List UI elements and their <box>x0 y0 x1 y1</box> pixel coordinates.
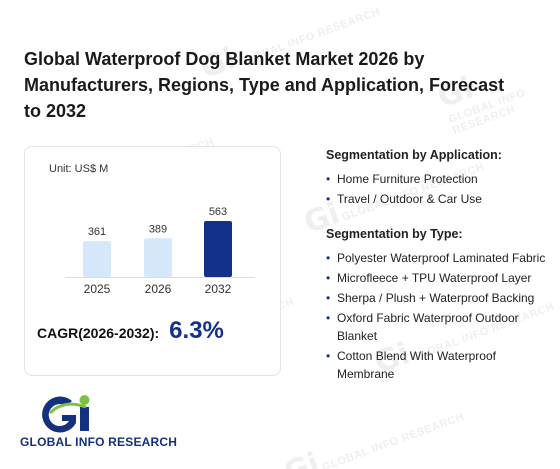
page-title: Global Waterproof Dog Blanket Market 202… <box>24 49 505 121</box>
cagr-label: CAGR(2026-2032): <box>37 325 160 341</box>
bar-value-label: 563 <box>209 206 227 218</box>
bar-2026 <box>144 238 172 277</box>
list-item: Travel / Outdoor & Car Use <box>326 190 546 208</box>
segmentation-application: Segmentation by Application: Home Furnit… <box>326 148 546 210</box>
cagr-value: 6.3% <box>169 317 224 344</box>
segmentation-type-heading: Segmentation by Type: <box>326 227 463 241</box>
chart-unit-label: Unit: US$ M <box>49 163 109 175</box>
category-label: 2032 <box>205 282 232 296</box>
logo-text: GLOBAL INFO RESEARCH <box>20 435 178 449</box>
bar-chart: 361 2025 389 2026 563 2032 <box>65 206 255 296</box>
chart-card: Unit: US$ M 361 2025 389 2026 563 2032 CAGR(2… <box>24 146 281 376</box>
watermark: GiGLOBAL INFO RESEARCH <box>280 394 468 469</box>
bar-2032 <box>204 221 232 277</box>
list-item: Sherpa / Plush + Waterproof Backing <box>326 289 546 307</box>
bar-value-label: 361 <box>88 226 106 238</box>
list-item: Polyester Waterproof Laminated Fabric <box>326 249 546 267</box>
segmentation-type: Segmentation by Type: Polyester Waterpro… <box>326 227 546 385</box>
category-label: 2026 <box>145 282 172 296</box>
category-label: 2025 <box>84 282 111 296</box>
list-item: Cotton Blend With Waterproof Membrane <box>326 347 546 383</box>
bar-2025 <box>83 241 111 277</box>
logo-mark <box>42 395 90 433</box>
company-logo: GLOBAL INFO RESEARCH <box>20 393 190 453</box>
list-item: Oxford Fabric Waterproof Outdoor Blanket <box>326 309 546 345</box>
cagr-row: CAGR(2026-2032): 6.3% <box>37 317 277 345</box>
list-item: Microfleece + TPU Waterproof Layer <box>326 269 546 287</box>
watermark-logo: Gi <box>279 446 325 469</box>
watermark-text: GLOBAL INFO RESEARCH <box>320 410 466 469</box>
bar-value-label: 389 <box>149 223 167 235</box>
list-item: Home Furniture Protection <box>326 170 546 188</box>
segmentation-application-heading: Segmentation by Application: <box>326 148 502 162</box>
